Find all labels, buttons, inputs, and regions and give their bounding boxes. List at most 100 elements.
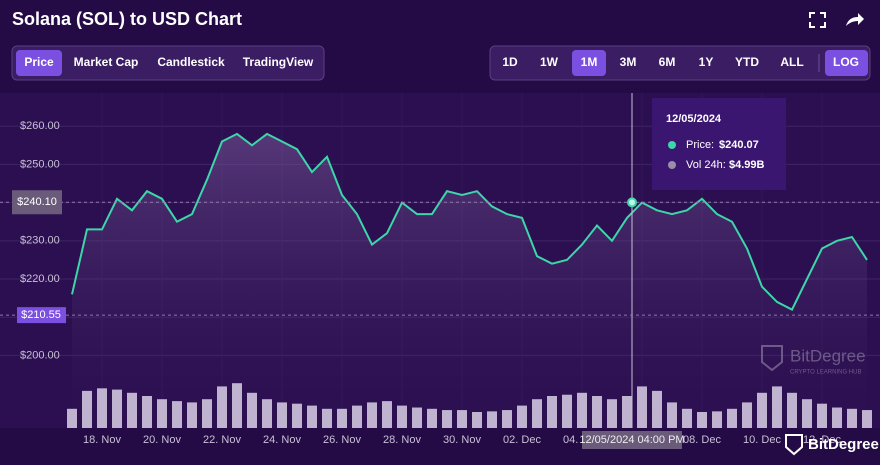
range-button[interactable]: 1M [581, 55, 598, 69]
watermark-tagline: CRYPTO LEARNING HUB [790, 370, 861, 376]
tooltip-price-name: Price: [686, 139, 714, 151]
y-tick-label: $260.00 [20, 120, 60, 132]
volume-bar [772, 386, 782, 428]
volume-bar [82, 390, 92, 428]
volume-bar [817, 403, 827, 428]
x-tick-label: 30. Nov [443, 434, 481, 446]
range-button[interactable]: 1Y [699, 55, 714, 69]
share-icon[interactable] [846, 13, 864, 26]
volume-bar [127, 392, 137, 428]
volume-bar [622, 396, 632, 428]
volume-bar [112, 389, 122, 428]
tooltip-price-dot [668, 141, 676, 149]
tab-group [11, 45, 325, 81]
range-button[interactable]: 1D [502, 55, 518, 69]
volume-bar [487, 411, 497, 428]
volume-bar [457, 410, 467, 428]
tab-active [16, 50, 62, 76]
logo: BitDegree [808, 436, 879, 453]
volume-bar [187, 402, 197, 428]
volume-bar [847, 408, 857, 428]
y-tick-label: $220.00 [20, 273, 60, 285]
x-tick-label: 12. Dec [803, 434, 841, 446]
volume-bar [802, 399, 812, 428]
x-tick-label: 24. Nov [263, 434, 301, 446]
fullscreen-icon[interactable] [809, 12, 826, 28]
range-button[interactable]: ALL [780, 55, 803, 69]
y-tick-label: $230.00 [20, 235, 60, 247]
tooltip-date: 12/05/2024 [666, 113, 722, 125]
x-tick-label: 26. Nov [323, 434, 361, 446]
volume-bar [292, 403, 302, 428]
volume-bar [532, 399, 542, 428]
x-tick-label: 20. Nov [143, 434, 181, 446]
crosshair-x-box [582, 431, 682, 449]
min-box [17, 307, 66, 324]
volume-bar [862, 410, 872, 428]
volume-bar [502, 410, 512, 428]
volume-bar [547, 396, 557, 428]
volume-bar [562, 394, 572, 428]
volume-bar [262, 399, 272, 428]
logo-icon [785, 434, 803, 456]
watermark: BitDegree [790, 346, 866, 365]
volume-bar [832, 407, 842, 428]
range-active [572, 50, 606, 76]
volume-bar [322, 408, 332, 428]
volume-bar [787, 392, 797, 428]
volume-bar [97, 388, 107, 428]
volume-bar [757, 392, 767, 428]
volume-bar [367, 402, 377, 428]
volume-bar [607, 399, 617, 428]
tooltip-volume-name: Vol 24h: [686, 159, 726, 171]
volume-bar [142, 396, 152, 428]
tooltip-volume: $4.99B [729, 159, 765, 171]
tab[interactable]: Price [24, 55, 54, 69]
chart-title: Solana (SOL) to USD Chart [12, 9, 242, 29]
volume-bar [397, 405, 407, 428]
crosshair-y-label: $240.10 [17, 196, 57, 208]
range-button[interactable]: 1W [540, 55, 559, 69]
volume-bar [682, 408, 692, 428]
tab[interactable]: TradingView [243, 55, 314, 69]
x-tick-label: 28. Nov [383, 434, 421, 446]
volume-bar [427, 408, 437, 428]
tab[interactable]: Market Cap [74, 55, 139, 69]
volume-bar [577, 392, 587, 428]
volume-bar [217, 386, 227, 428]
tooltip-volume-dot [668, 161, 676, 169]
range-button[interactable]: 3M [620, 55, 637, 69]
volume-bar [517, 405, 527, 428]
min-label: $210.55 [21, 309, 61, 321]
area [72, 133, 867, 428]
volume-bar [247, 392, 257, 428]
range-button[interactable]: YTD [735, 55, 759, 69]
tooltip-price: $240.07 [719, 139, 759, 151]
y-tick-label: $250.00 [20, 158, 60, 170]
volume-bar [667, 402, 677, 428]
watermark-icon [761, 345, 783, 372]
log-button[interactable]: LOG [833, 55, 859, 69]
hover-dot [627, 197, 637, 208]
volume-bar [337, 408, 347, 428]
volume-bar [727, 408, 737, 428]
crosshair-x-label: 12/05/2024 04:00 PM [579, 434, 684, 446]
volume-bar [202, 399, 212, 428]
volume-bar [472, 412, 482, 428]
x-tick-label: 10. Dec [743, 434, 781, 446]
range-button[interactable]: 6M [659, 55, 676, 69]
volume-bar [172, 401, 182, 428]
x-tick-label: 02. Dec [503, 434, 541, 446]
volume-bar [412, 407, 422, 428]
volume-bar [67, 408, 77, 428]
volume-bar [442, 410, 452, 428]
volume-bar [697, 412, 707, 428]
log-active [825, 50, 868, 76]
volume-bar [592, 396, 602, 428]
volume-bar [277, 402, 287, 428]
volume-bar [652, 390, 662, 428]
volume-bar [712, 411, 722, 428]
volume-bar [382, 401, 392, 428]
tab[interactable]: Candlestick [157, 55, 225, 69]
